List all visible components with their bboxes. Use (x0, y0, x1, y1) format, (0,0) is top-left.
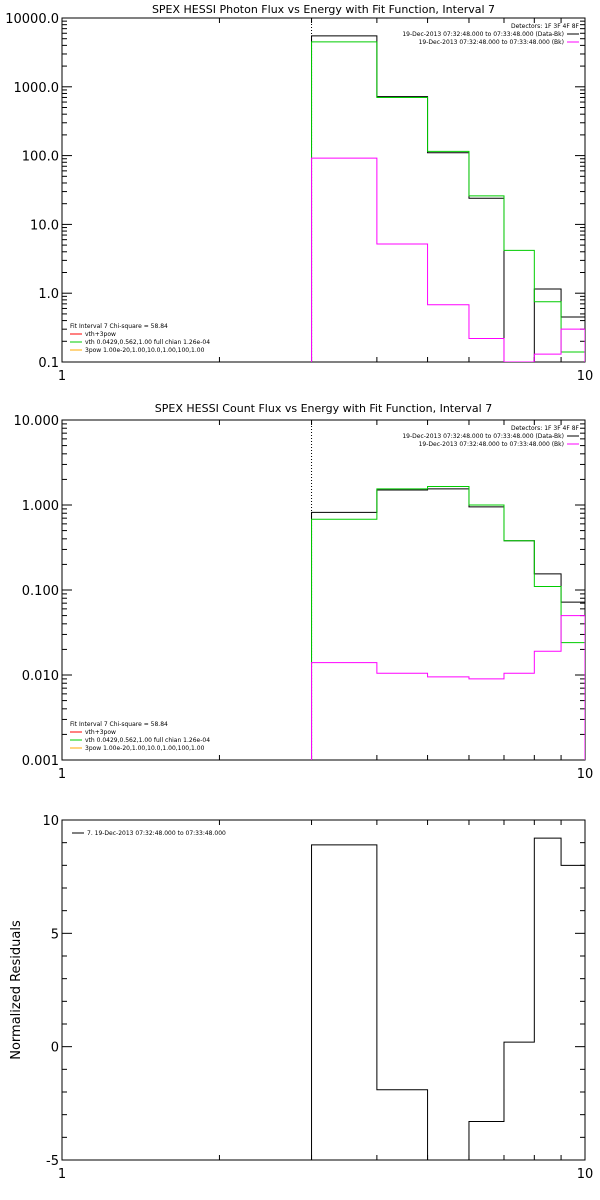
series-2-step-line (311, 157, 585, 362)
y-tick-label: 100.0 (22, 150, 59, 165)
series-1-step-line (311, 41, 585, 362)
y-tick-label: 1000.0 (14, 81, 60, 96)
series-0-step-line (311, 488, 585, 760)
legend-label: vth+3pow (85, 331, 116, 338)
legend-label: 3pow 1.00e-20,1.00,10.0,1.00,100,1.00 (85, 745, 205, 752)
y-tick-label: 10 (42, 814, 59, 829)
y-tick-label: 10.000 (14, 414, 60, 429)
y-tick-label: 5 (51, 927, 59, 942)
legend-label: vth+3pow (85, 729, 116, 736)
legend-label: 19-Dec-2013 07:32:48.000 to 07:33:48.000… (402, 31, 564, 38)
y-tick-label: 10.0 (30, 218, 59, 233)
series-0-step-line (311, 837, 585, 1160)
legend-label: 19-Dec-2013 07:32:48.000 to 07:33:48.000… (402, 433, 564, 440)
plot-area (311, 837, 585, 1160)
y-tick-label: 1.000 (22, 499, 59, 514)
y-tick-label: 0 (51, 1041, 59, 1056)
chart-panel-3: 10 5 0 -51 10 Normalized Residuals 7. 19-Dec-2… (9, 814, 594, 1182)
x-tick-label: 10 (577, 1167, 594, 1182)
detectors-label: Detectors: 1F 3F 4F 8F (511, 23, 580, 30)
x-tick-label: 10 (577, 767, 594, 782)
y-tick-label: 0.010 (22, 669, 59, 684)
legend-header: Fit Interval 7 Chi-square = 58.84 (70, 323, 168, 330)
y-tick-label: 10000.0 (5, 12, 59, 27)
legend-label: 19-Dec-2013 07:32:48.000 to 07:33:48.000… (419, 441, 564, 448)
legend-header: Fit Interval 7 Chi-square = 58.84 (70, 721, 168, 728)
y-tick-label: -5 (46, 1154, 59, 1169)
plot-frame (61, 419, 586, 761)
legend-label: vth 0.0429,0.562,1.00 full chian 1.26e-0… (85, 339, 210, 346)
y-tick-label: 0.100 (22, 584, 59, 599)
series-2-step-line (311, 615, 585, 760)
y-tick-label: 0.1 (38, 356, 59, 371)
legend-label: 19-Dec-2013 07:32:48.000 to 07:33:48.000… (419, 39, 564, 46)
plot-area (311, 18, 585, 362)
legend-label: 3pow 1.00e-20,1.00,10.0,1.00,100,1.00 (85, 347, 205, 354)
chart-title: SPEX HESSI Count Flux vs Energy with Fit… (155, 402, 492, 415)
y-axis-label: Normalized Residuals (9, 920, 24, 1060)
legend-label: 7. 19-Dec-2013 07:32:48.000 to 07:33:48.… (87, 830, 226, 837)
chart-title: SPEX HESSI Photon Flux vs Energy with Fi… (152, 3, 495, 16)
x-tick-label: 10 (577, 369, 594, 384)
series-0-step-line (311, 35, 585, 362)
chart-panel-2: SPEX HESSI Count Flux vs Energy with Fit… (14, 402, 594, 782)
chart-panel-1: SPEX HESSI Photon Flux vs Energy with Fi… (5, 3, 594, 384)
detectors-label: Detectors: 1F 3F 4F 8F (511, 425, 580, 432)
series-1-step-line (311, 486, 585, 760)
legend-label: vth 0.0429,0.562,1.00 full chian 1.26e-0… (85, 737, 210, 744)
plot-frame (61, 17, 586, 363)
x-tick-label: 1 (58, 1167, 66, 1182)
plot-frame (61, 819, 586, 1161)
x-tick-label: 1 (58, 767, 66, 782)
x-tick-label: 1 (58, 369, 66, 384)
y-tick-label: 0.001 (22, 754, 59, 769)
y-tick-label: 1.0 (38, 287, 59, 302)
plot-area (311, 420, 585, 760)
